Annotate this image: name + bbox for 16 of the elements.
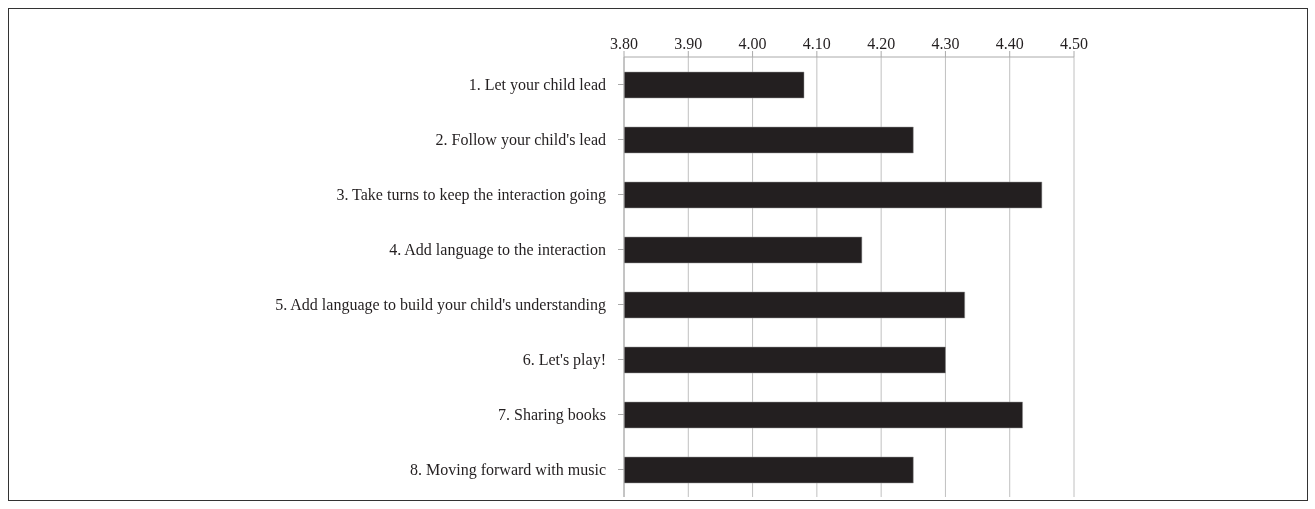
x-tick-label: 4.30	[931, 35, 960, 52]
x-tick-label: 4.50	[1060, 35, 1088, 52]
x-tick-label: 4.00	[738, 35, 767, 52]
y-tick-label: 1. Let your child lead	[468, 76, 606, 95]
x-tick-label: 4.40	[995, 35, 1024, 52]
y-tick-label: 6. Let's play!	[522, 351, 606, 370]
y-tick-label: 3. Take turns to keep the interaction going	[336, 186, 606, 205]
y-tick-label: 2. Follow your child's lead	[435, 131, 606, 150]
y-tick-label: 4. Add language to the interaction	[389, 241, 606, 260]
y-tick-label: 7. Sharing books	[498, 406, 606, 425]
x-tick-label: 3.80	[610, 35, 638, 52]
y-tick-label: 8. Moving forward with music	[410, 461, 606, 480]
y-tick-label: 5. Add language to build your child's understanding	[275, 296, 606, 315]
x-tick-label: 4.10	[802, 35, 831, 52]
x-tick-label: 4.20	[867, 35, 896, 52]
x-tick-label: 3.90	[674, 35, 703, 52]
